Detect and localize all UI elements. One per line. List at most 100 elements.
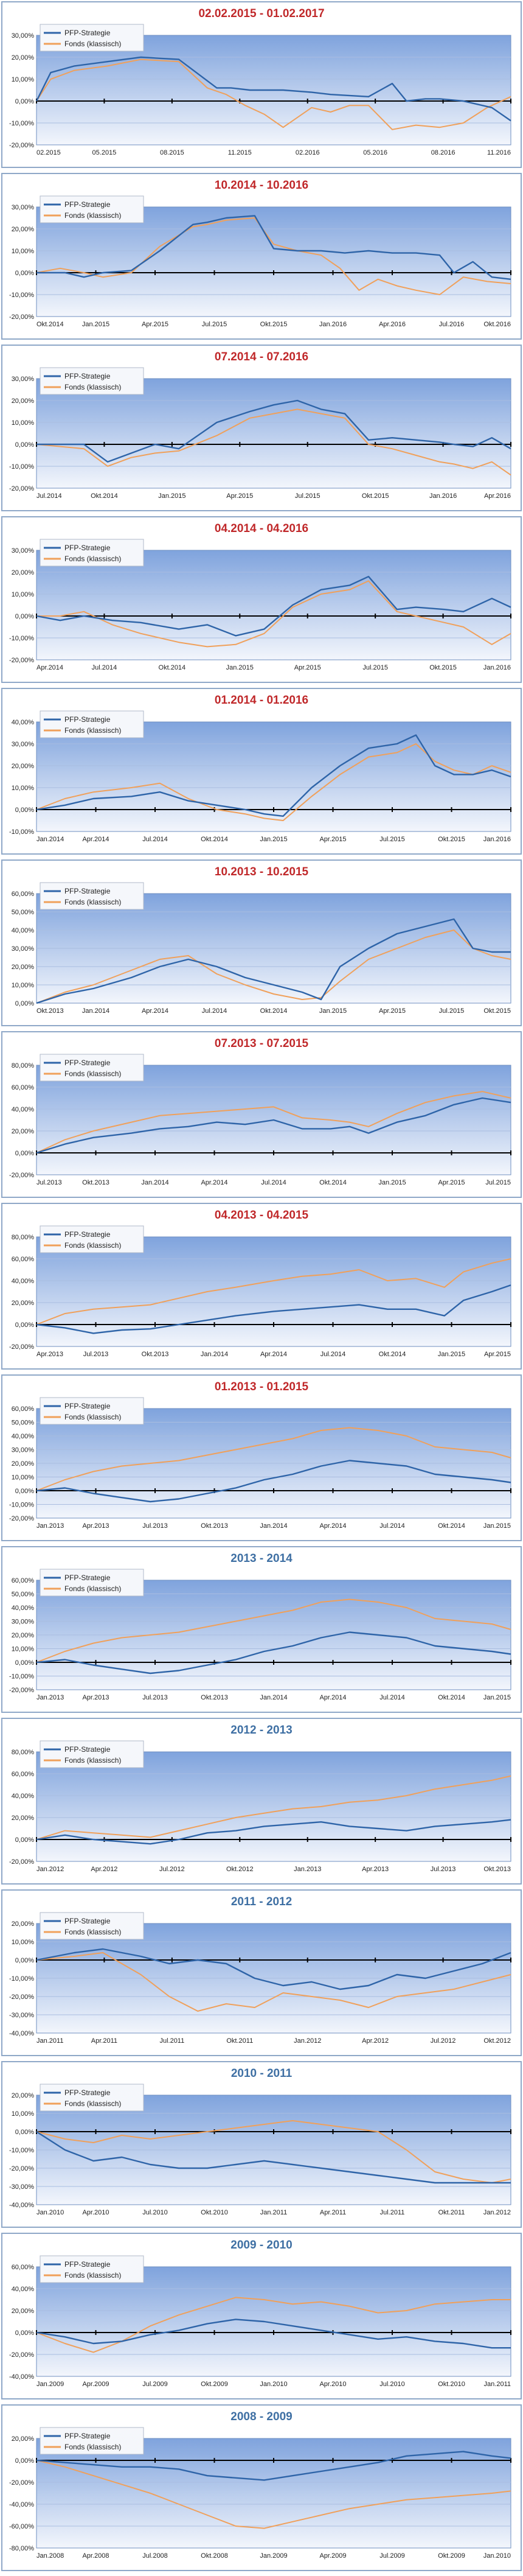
- x-tick-label: Apr.2014: [319, 1522, 346, 1530]
- y-tick-label: 0,00%: [15, 2457, 34, 2465]
- legend-label-pfp: PFP-Strategie: [64, 544, 111, 552]
- x-tick-label: Jan.2010: [483, 2552, 511, 2560]
- legend-box: [40, 2084, 144, 2112]
- legend-label-fonds: Fonds (klassisch): [64, 1241, 121, 1250]
- y-tick-label: 20,00%: [12, 1300, 35, 1307]
- x-tick-label: Apr.2013: [362, 1866, 389, 1873]
- y-tick-label: 40,00%: [12, 1278, 35, 1285]
- series-line-pfp-strategie: [36, 1631, 511, 1675]
- x-tick-label: Jan.2011: [36, 2037, 63, 2045]
- y-tick-label: 30,00%: [12, 204, 35, 211]
- x-tick-label: Apr.2014: [82, 836, 109, 843]
- x-tick-label: Okt.2014: [159, 664, 186, 671]
- x-tick-label: Jan.2013: [294, 1866, 321, 1873]
- x-tick-label: Jul.2013: [142, 1522, 168, 1530]
- x-tick-label: Jan.2014: [260, 1694, 287, 1701]
- y-tick-label: -20,00%: [9, 2165, 34, 2172]
- y-tick-label: 10,00%: [12, 419, 35, 427]
- series-line-fonds-klassisch: [36, 743, 511, 821]
- y-tick-label: 0,00%: [15, 1836, 34, 1844]
- chart-panel: 04.2013 - 04.2015 80,00% 60,00% 40,00% 20,00…: [1, 1203, 522, 1370]
- x-tick-label: Jul.2013: [83, 1351, 109, 1358]
- chart-legend: PFP-Strategie Fonds (klassisch): [40, 1912, 144, 1940]
- y-tick-label: 20,00%: [12, 569, 35, 576]
- series-line-pfp-strategie: [36, 1819, 511, 1845]
- x-tick-label: Apr.2015: [379, 1007, 406, 1015]
- series-line-fonds-klassisch: [36, 217, 511, 295]
- legend-label-pfp: PFP-Strategie: [64, 372, 111, 380]
- x-tick-label: Apr.2011: [91, 2037, 117, 2045]
- y-tick-label: -10,00%: [9, 828, 34, 836]
- x-tick-label: Okt.2013: [82, 1179, 109, 1186]
- chart-legend: PFP-Strategie Fonds (klassisch): [40, 24, 144, 52]
- chart-legend: PFP-Strategie Fonds (klassisch): [40, 367, 144, 395]
- y-tick-label: 60,00%: [12, 1771, 35, 1778]
- y-tick-label: 10,00%: [12, 591, 35, 598]
- legend-box: [40, 539, 144, 567]
- chart-title: 2012 - 2013: [230, 1724, 292, 1737]
- x-tick-label: Jan.2012: [294, 2037, 321, 2045]
- x-tick-label: 11.2016: [487, 149, 511, 156]
- y-tick-label: 40,00%: [12, 719, 35, 726]
- y-tick-label: 0,00%: [15, 613, 34, 620]
- y-tick-label: 20,00%: [12, 964, 35, 971]
- legend-label-fonds: Fonds (klassisch): [64, 2099, 121, 2108]
- y-tick-label: 80,00%: [12, 1234, 35, 1241]
- legend-label-fonds: Fonds (klassisch): [64, 383, 121, 391]
- legend-label-pfp: PFP-Strategie: [64, 1402, 111, 1410]
- x-tick-label: 05.2016: [363, 149, 387, 156]
- y-tick-label: 30,00%: [12, 1447, 35, 1454]
- y-tick-label: -10,00%: [9, 2147, 34, 2154]
- x-tick-label: Jan.2011: [484, 2381, 511, 2388]
- y-tick-label: 0,00%: [15, 1488, 34, 1495]
- x-tick-label: Jan.2015: [260, 836, 287, 843]
- plot-area: [36, 721, 511, 832]
- x-tick-label: Apr.2009: [319, 2552, 346, 2560]
- y-tick-label: -10,00%: [9, 635, 34, 642]
- y-tick-label: 80,00%: [12, 1749, 35, 1756]
- x-tick-label: Apr.2009: [82, 2381, 109, 2388]
- y-tick-label: 40,00%: [12, 1605, 35, 1612]
- x-tick-label: Apr.2011: [320, 2209, 346, 2216]
- x-tick-label: Jul.2015: [295, 492, 320, 500]
- chart-panel: 2011 - 2012 20,00% 10,00% 0,00% -10,00% -20,0…: [1, 1889, 522, 2056]
- x-tick-label: Jan.2015: [483, 1522, 511, 1530]
- x-tick-label: Jul.2012: [431, 2037, 456, 2045]
- x-tick-label: Apr.2014: [36, 664, 63, 671]
- y-tick-label: 10,00%: [12, 76, 35, 83]
- y-tick-label: 10,00%: [12, 248, 35, 255]
- x-tick-label: Jul.2011: [380, 2209, 405, 2216]
- x-tick-label: Jul.2010: [379, 2381, 405, 2388]
- plot-area: [36, 206, 511, 317]
- series-line-pfp-strategie: [36, 1460, 511, 1503]
- chart-legend: PFP-Strategie Fonds (klassisch): [40, 1740, 144, 1768]
- x-tick-label: Jul.2009: [379, 2552, 405, 2560]
- chart-panel: 07.2014 - 07.2016 30,00% 20,00% 10,00% 0,00%…: [1, 345, 522, 511]
- x-tick-label: Jul.2009: [142, 2381, 168, 2388]
- chart-panel: 02.02.2015 - 01.02.2017 30,00% 20,00% 10,00…: [1, 1, 522, 168]
- x-tick-label: Jan.2015: [226, 664, 254, 671]
- chart-title: 04.2014 - 04.2016: [215, 522, 308, 535]
- chart-title: 2013 - 2014: [230, 1552, 293, 1565]
- x-tick-label: Jan.2009: [36, 2381, 64, 2388]
- y-tick-label: -20,00%: [9, 1993, 34, 2001]
- chart-legend: PFP-Strategie Fonds (klassisch): [40, 710, 144, 738]
- legend-label-pfp: PFP-Strategie: [64, 2088, 111, 2097]
- chart-legend: PFP-Strategie Fonds (klassisch): [40, 1569, 144, 1597]
- legend-label-pfp: PFP-Strategie: [64, 2260, 111, 2269]
- legend-label-fonds: Fonds (klassisch): [64, 211, 121, 220]
- x-tick-label: Okt.2015: [483, 1007, 511, 1015]
- x-tick-label: Okt.2015: [260, 321, 288, 328]
- chart-panel: 2010 - 2011 20,00% 10,00% 0,00% -10,00% -20,0…: [1, 2061, 522, 2228]
- y-tick-label: 40,00%: [12, 1106, 35, 1113]
- chart-panel: 07.2013 - 07.2015 80,00% 60,00% 40,00% 20,00…: [1, 1031, 522, 1198]
- y-tick-label: 20,00%: [12, 397, 35, 405]
- y-tick-label: 0,00%: [15, 1957, 34, 1964]
- series-line-fonds-klassisch: [36, 2460, 511, 2529]
- legend-box: [40, 1569, 144, 1597]
- series-line-fonds-klassisch: [36, 1598, 511, 1663]
- series-line-pfp-strategie: [35, 56, 511, 122]
- series-line-pfp-strategie: [36, 575, 511, 637]
- x-tick-label: Okt.2014: [438, 1522, 465, 1530]
- x-tick-label: Apr.2015: [226, 492, 253, 500]
